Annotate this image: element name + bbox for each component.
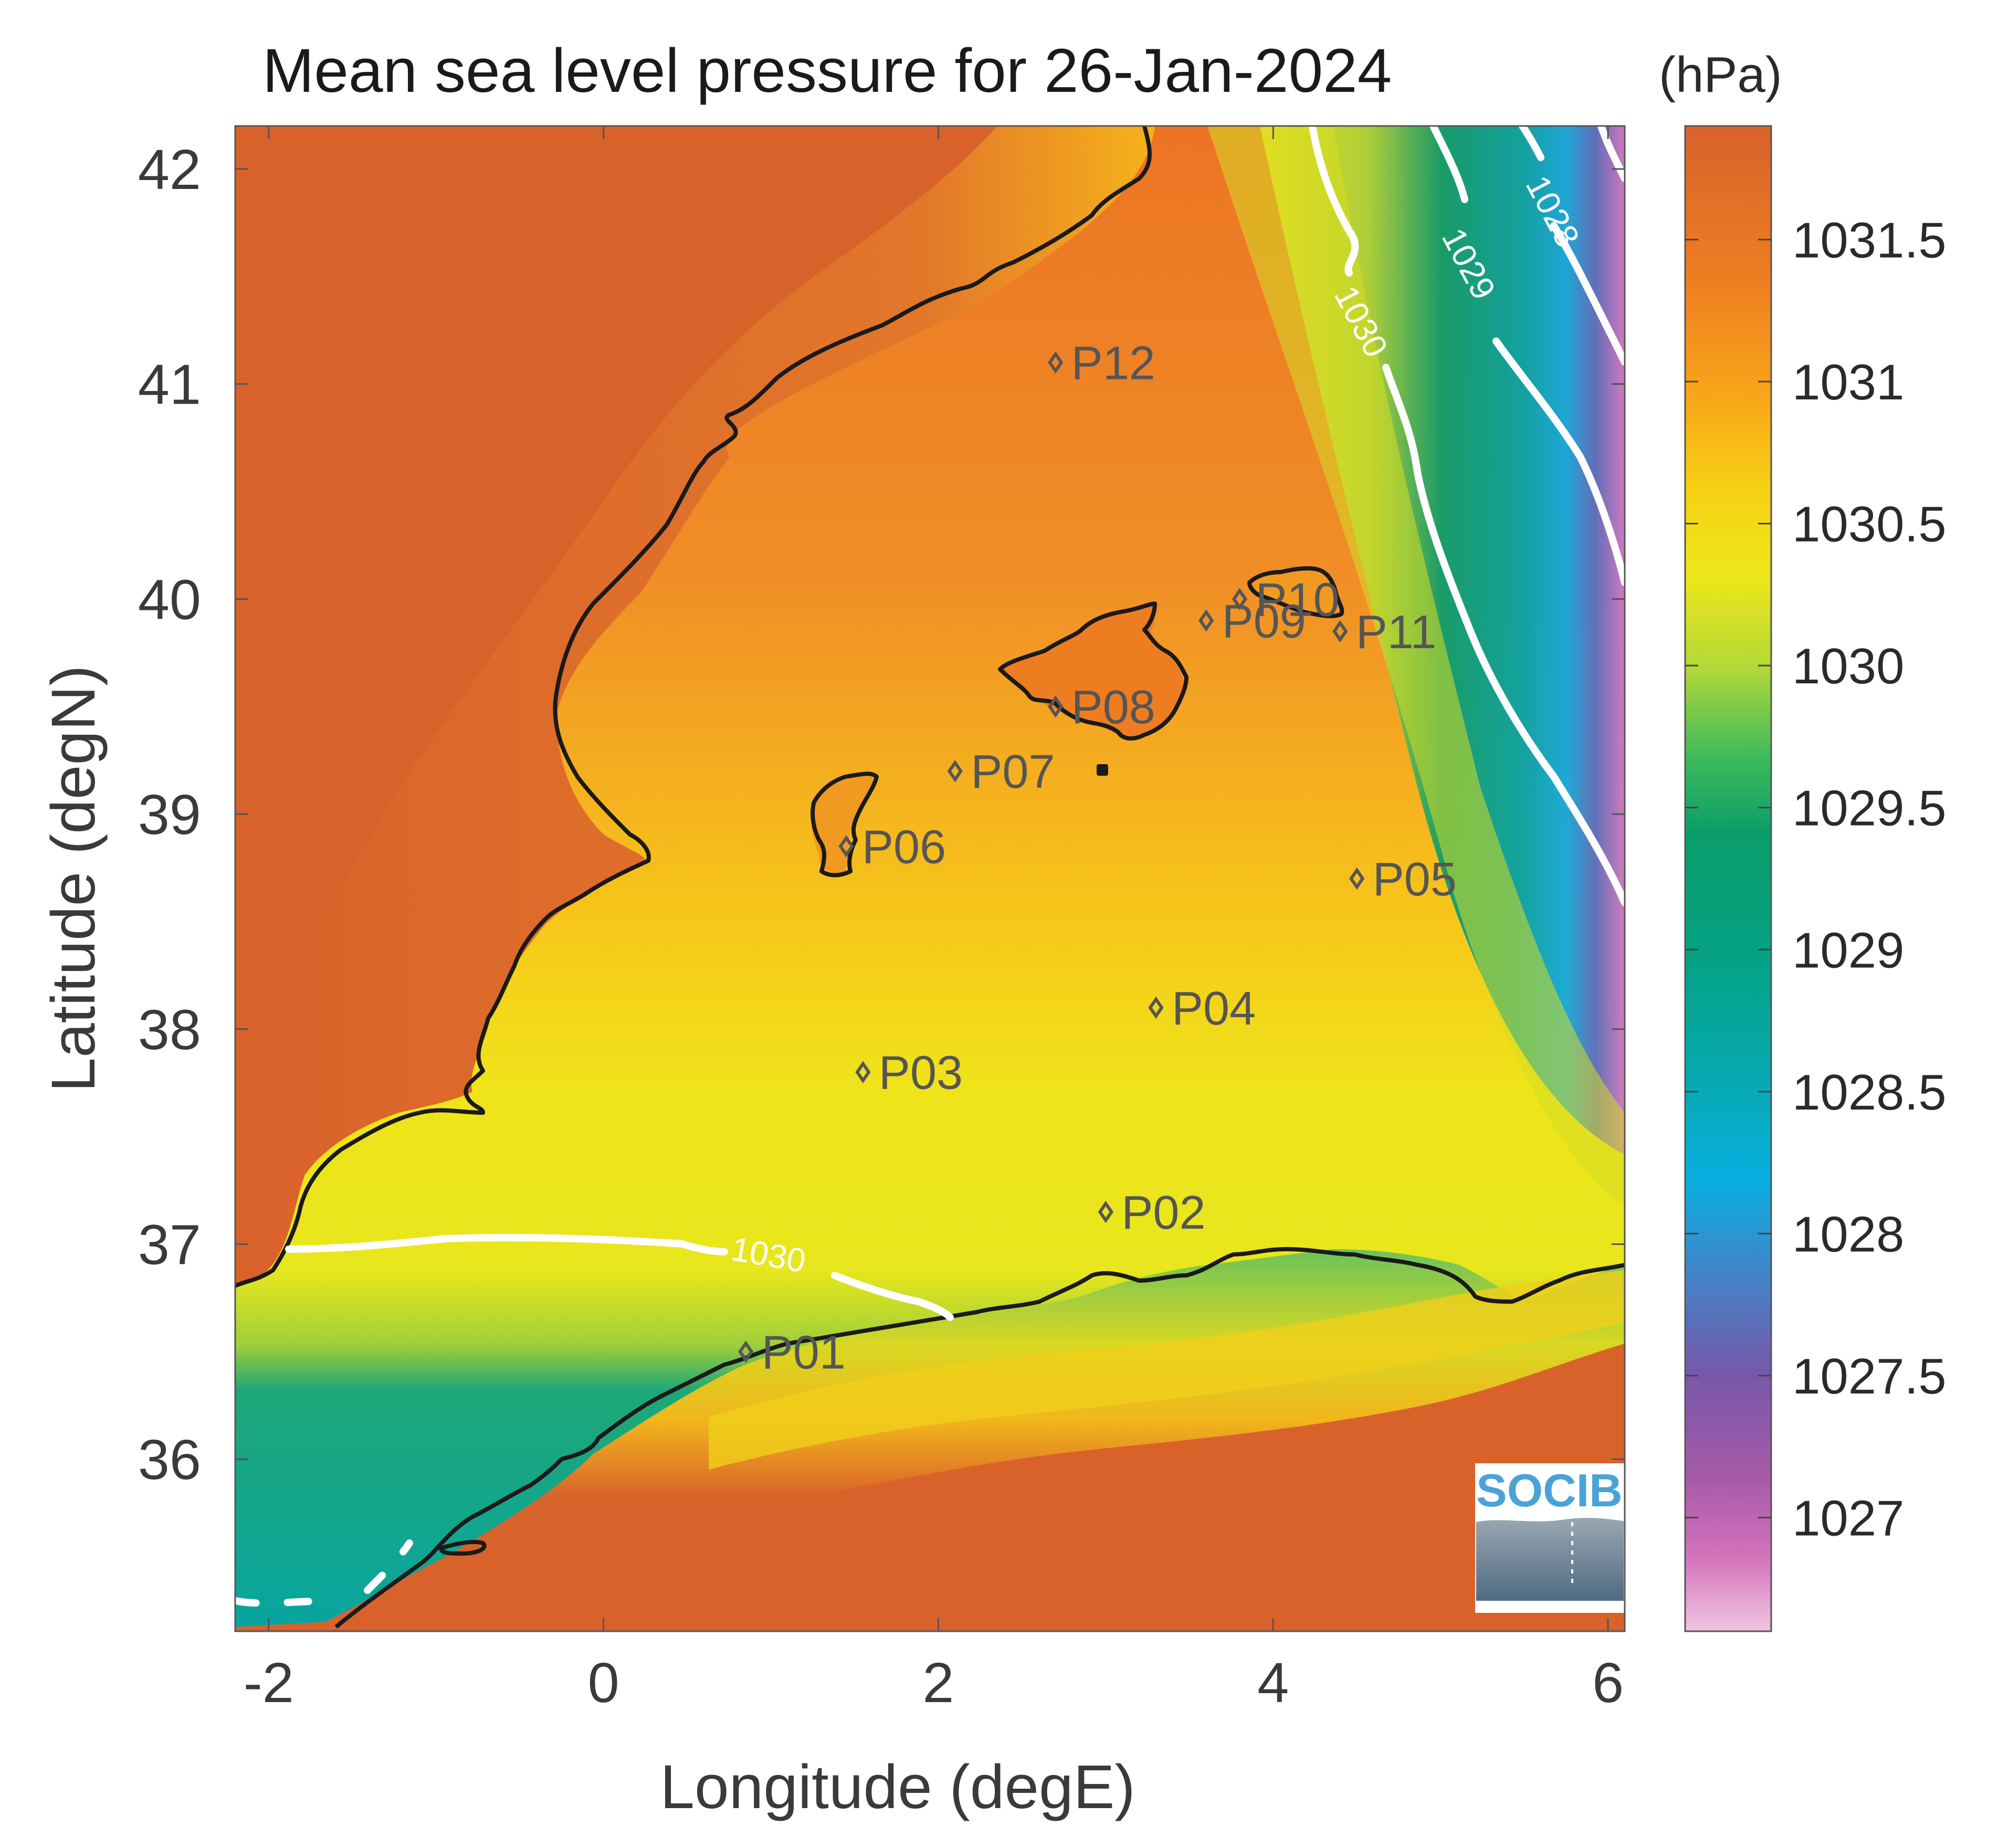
y-tick-label: 40 <box>138 567 201 631</box>
station-label: P07 <box>971 746 1055 798</box>
station-marker <box>1232 588 1248 610</box>
x-tick-label: -2 <box>244 1651 294 1714</box>
y-tick-label: 39 <box>138 783 201 846</box>
mallorca-land <box>1000 604 1185 740</box>
y-tick-label: 42 <box>138 138 201 201</box>
colorbar-tick-label: 1030 <box>1792 638 1905 694</box>
socib-logo: SOCIB <box>1475 1463 1625 1613</box>
station-p10: P10 <box>1232 574 1340 626</box>
y-tick-label: 37 <box>138 1213 201 1276</box>
station-p12: P12 <box>1048 337 1155 390</box>
station-label: P06 <box>862 821 946 874</box>
colorbar-tick-label: 1028 <box>1792 1206 1905 1262</box>
africa-coastline <box>334 1247 1625 1629</box>
contour-1030-west <box>235 1539 413 1607</box>
station-p01: P01 <box>738 1326 846 1379</box>
africa-interior <box>472 1344 1625 1631</box>
station-p05: P05 <box>1349 853 1457 906</box>
x-tick-label: 4 <box>1257 1651 1289 1714</box>
mallorca-coastline <box>998 601 1188 741</box>
y-tick-label: 38 <box>138 998 201 1061</box>
socib-logo-text: SOCIB <box>1476 1464 1623 1516</box>
menorca-land <box>1249 568 1344 614</box>
station-label: P03 <box>879 1047 963 1100</box>
cabrera-coastline <box>1097 764 1108 776</box>
station-marker <box>738 1340 754 1363</box>
station-p08: P08 <box>1048 681 1155 734</box>
x-axis-label: Longitude (degE) <box>660 1752 1135 1822</box>
iberia-interior <box>235 126 997 1092</box>
station-label: P01 <box>762 1326 846 1379</box>
colorbar-ticks: 1031.5 1031 1030.5 1030 1029.5 1029 1028.5 1028… <box>1685 212 1947 1547</box>
colorbar-tick-label: 1031.5 <box>1792 212 1947 268</box>
station-marker <box>1148 996 1164 1019</box>
ibiza-coastline <box>811 772 879 878</box>
alboran-island-coastline <box>439 1540 487 1556</box>
colorbar-tick-label: 1029.5 <box>1792 780 1947 837</box>
station-p03: P03 <box>855 1047 963 1100</box>
map-axes-frame <box>234 125 1626 1632</box>
station-label: P08 <box>1071 681 1155 734</box>
contour-1030-east <box>1309 126 1625 906</box>
ibiza-land <box>811 774 873 873</box>
contour-1028-east <box>1519 126 1625 366</box>
station-label: P10 <box>1255 574 1339 626</box>
contour-1030-south <box>285 1234 728 1255</box>
y-tick-label: 36 <box>138 1428 201 1491</box>
colorbar-tick-label: 1027 <box>1792 1491 1905 1547</box>
colorbar-tick-label: 1030.5 <box>1792 497 1947 553</box>
africa-bright-band <box>709 1270 1625 1470</box>
station-marker <box>1349 867 1365 890</box>
menorca-coastline <box>1247 566 1344 618</box>
station-label: P04 <box>1172 983 1256 1035</box>
y-tick-label: 41 <box>138 353 201 416</box>
socib-logo-base <box>1476 1602 1624 1612</box>
station-label: P05 <box>1373 853 1457 906</box>
y-axis-ticks: 36 37 38 39 40 41 42 <box>138 138 1625 1491</box>
station-marker <box>1048 351 1064 374</box>
iberia-coastline <box>235 126 1152 1288</box>
x-axis-ticks: -2 0 2 4 6 <box>244 126 1624 1714</box>
pressure-contours <box>235 126 1625 1607</box>
x-tick-label: 6 <box>1592 1651 1624 1714</box>
station-p06: P06 <box>838 821 946 874</box>
contour-1030-south-b <box>831 1272 954 1321</box>
station-p07: P07 <box>947 746 1055 798</box>
colorbar-tick-label: 1029 <box>1792 922 1905 978</box>
x-tick-label: 2 <box>922 1651 954 1714</box>
east-high-band-overlay <box>1207 126 1625 1207</box>
station-p04: P04 <box>1148 983 1256 1035</box>
station-marker <box>1048 695 1064 718</box>
station-p11: P11 <box>1332 606 1436 659</box>
station-marker <box>855 1061 871 1084</box>
colorbar-gradient <box>1684 125 1772 1632</box>
contour-1027-east <box>1597 126 1625 182</box>
station-label: P11 <box>1356 606 1436 659</box>
station-marker <box>838 835 854 858</box>
y-axis-label: Latitude (degN) <box>39 665 108 1092</box>
coastline <box>235 126 1625 1629</box>
station-label: P02 <box>1121 1187 1205 1239</box>
colorbar: (hPa) 1031.5 1031 1030.5 1030 1029.5 1029 1028… <box>1659 47 1947 1632</box>
map-axes: 1030 1030 1029 1028 P01P02P03P04P05P06P0… <box>235 126 1625 1631</box>
colorbar-tick-label: 1028.5 <box>1792 1064 1947 1121</box>
x-tick-label: 0 <box>588 1651 619 1714</box>
contour-1029-east <box>1429 126 1625 586</box>
map-title: Mean sea level pressure for 26-Jan-2024 <box>262 36 1392 105</box>
station-marker <box>1198 609 1214 632</box>
station-marker <box>947 759 963 783</box>
station-marker <box>1332 620 1348 643</box>
station-marker <box>1098 1200 1114 1223</box>
station-p02: P02 <box>1098 1187 1206 1239</box>
station-label: P12 <box>1071 337 1155 390</box>
colorbar-tick-label: 1031 <box>1792 354 1905 410</box>
socib-logo-water <box>1476 1517 1624 1601</box>
colorbar-unit: (hPa) <box>1659 47 1782 103</box>
colorbar-tick-label: 1027.5 <box>1792 1348 1947 1405</box>
